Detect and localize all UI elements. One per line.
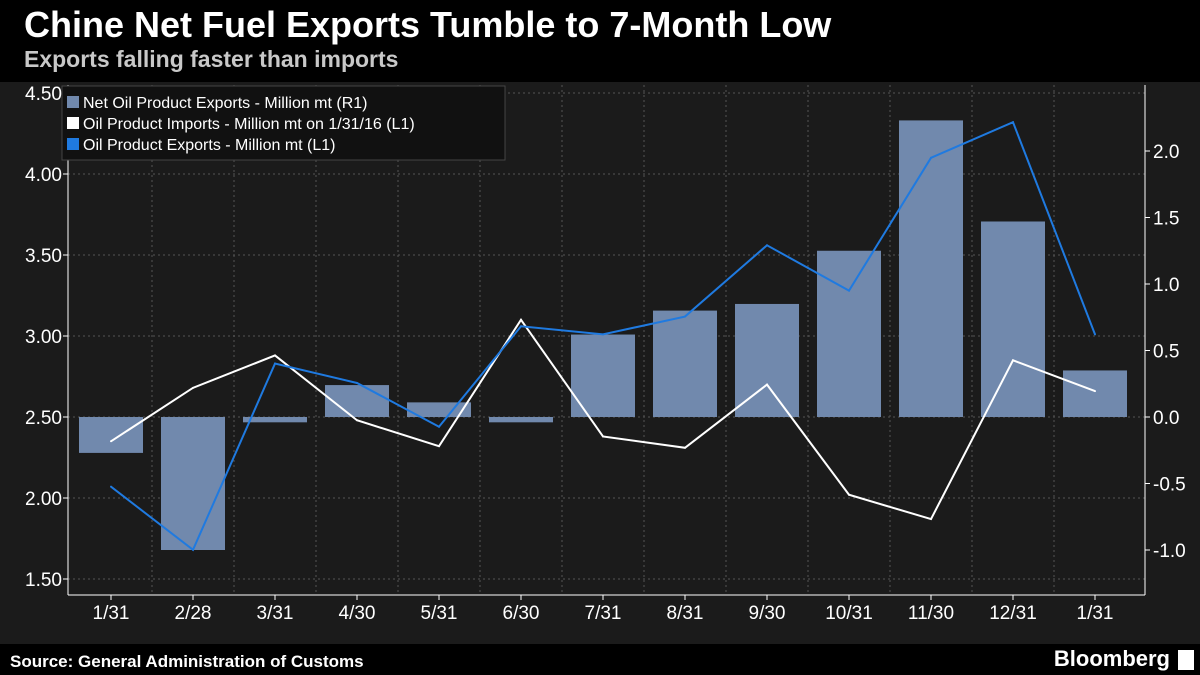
left-tick-label: 4.00 [25,165,62,186]
line-point [1094,333,1096,336]
line-point [274,354,276,357]
line-point [848,289,850,292]
x-tick-label: 11/30 [908,603,954,624]
bar-net-exports [571,334,635,417]
line-point [192,548,194,551]
left-tick-label: 2.00 [25,489,62,510]
line-point [766,383,768,386]
x-tick-label: 10/31 [825,603,873,624]
x-tick-label: 4/30 [339,603,376,624]
x-tick-label: 6/30 [503,603,540,624]
line-point [438,425,440,428]
legend-label: Oil Product Imports - Million mt on 1/31… [83,116,415,133]
legend-swatch [67,117,79,129]
bar-net-exports [243,417,307,423]
line-point [1012,359,1014,362]
legend-swatch [67,96,79,108]
bar-net-exports [735,303,799,417]
chart: 1.50 2.00 2.50 3.00 3.50 4.00 4.50 1/31 2/28 3/31… [0,82,1200,644]
bloomberg-logo: Bloomberg [1053,646,1170,671]
line-point [356,381,358,384]
line-point [438,445,440,448]
line-point [192,386,194,389]
bar-net-exports [653,310,717,417]
x-tick-label: 8/31 [667,603,704,624]
line-point [684,315,686,318]
x-tick-label: 5/31 [421,603,458,624]
line-point [684,446,686,449]
legend-label: Net Oil Product Exports - Million mt (R1… [83,95,368,112]
left-tick-label: 2.50 [25,408,62,429]
bar-net-exports [489,417,553,423]
line-point [520,318,522,321]
line-point [1094,390,1096,393]
line-point [930,156,932,159]
x-tick-label: 12/31 [989,603,1037,624]
line-point [110,440,112,443]
legend-label: Oil Product Exports - Million mt (L1) [83,137,336,154]
bar-net-exports [161,417,225,550]
line-point [520,325,522,328]
right-tick-label: 1.0 [1153,275,1179,296]
right-tick-label: -1.0 [1153,541,1186,562]
line-point [930,518,932,521]
line-point [766,244,768,247]
source-note: Source: General Administration of Custom… [10,652,364,671]
x-tick-label: 9/30 [749,603,786,624]
line-point [274,362,276,365]
line-point [1012,121,1014,124]
x-tick-label: 3/31 [257,603,294,624]
bar-net-exports [817,250,881,417]
bloomberg-logo-icon [1178,650,1194,670]
x-tick-label: 7/31 [585,603,622,624]
x-tick-label: 2/28 [175,603,212,624]
chart-subtitle: Exports falling faster than imports [24,46,399,72]
left-tick-label: 1.50 [25,570,62,591]
left-tick-label: 3.50 [25,246,62,267]
line-point [602,435,604,438]
right-tick-label: 0.5 [1153,342,1179,363]
bar-net-exports [981,221,1045,417]
right-tick-label: 2.0 [1153,142,1179,163]
right-tick-label: 1.5 [1153,209,1179,230]
line-point [848,493,850,496]
x-tick-label: 1/31 [93,603,130,624]
line-point [602,333,604,336]
legend-swatch [67,138,79,150]
bar-net-exports [325,385,389,417]
legend-box [61,85,506,161]
line-point [110,485,112,488]
right-tick-label: -0.5 [1153,475,1186,496]
left-tick-label: 3.00 [25,327,62,348]
bar-net-exports [1063,370,1127,417]
right-tick-label: 0.0 [1153,408,1179,429]
x-tick-label: 1/31 [1077,603,1114,624]
left-tick-label: 4.50 [25,84,62,105]
line-point [356,419,358,422]
chart-title: Chine Net Fuel Exports Tumble to 7-Month… [24,4,832,45]
bar-net-exports [79,417,143,453]
bar-net-exports [899,120,963,417]
